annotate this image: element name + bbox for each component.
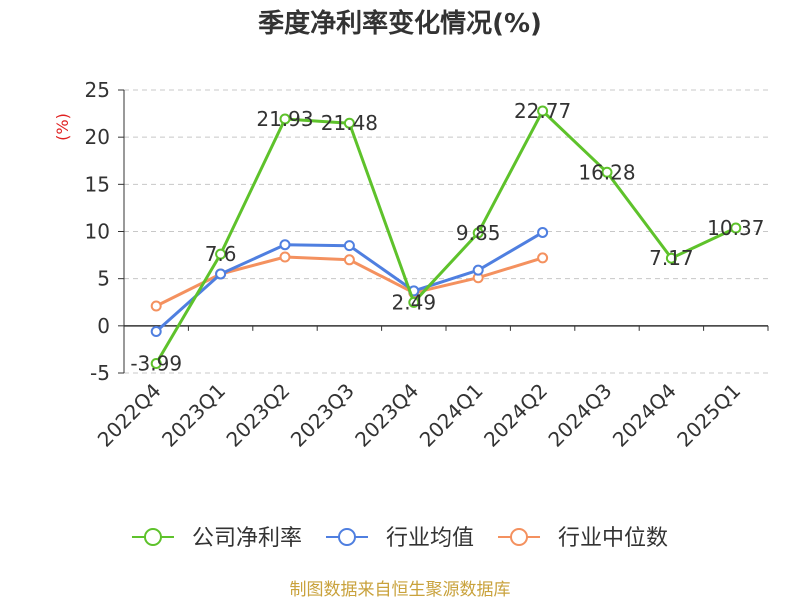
y-tick-label: 25	[85, 78, 110, 102]
data-labels: -3.99 7.6 21.93 21.48 2.49 9.85 22.77 16.28 7.17…	[130, 99, 764, 375]
data-point	[343, 240, 355, 252]
data-label: 10.37	[707, 216, 764, 240]
data-point	[150, 325, 162, 337]
data-label: 22.77	[514, 99, 571, 123]
data-label: 21.48	[321, 111, 378, 135]
data-point	[343, 254, 355, 266]
x-tick-label: 2023Q3	[286, 379, 359, 452]
y-tick-label: 15	[85, 172, 110, 196]
legend-circle-icon	[337, 528, 356, 546]
x-tick-label: 2024Q4	[608, 379, 681, 452]
source-footer: 制图数据来自恒生聚源数据库	[290, 580, 511, 600]
data-point	[537, 105, 549, 117]
y-tick-label: -5	[90, 361, 110, 385]
legend-label: 公司净利率	[192, 526, 302, 551]
legend: 公司净利率 行业均值 行业中位数	[131, 526, 668, 551]
data-point	[279, 113, 291, 125]
x-tick-label: 2024Q1	[415, 379, 488, 452]
series-0	[150, 105, 742, 369]
data-label: 16.28	[578, 160, 635, 184]
legend-item-2[interactable]: 行业中位数	[498, 526, 668, 551]
y-tick-label: 5	[97, 267, 110, 291]
data-point	[537, 252, 549, 264]
x-tick-label: 2023Q1	[157, 379, 230, 452]
data-point	[215, 248, 227, 260]
x-tick-label: 2022Q4	[93, 379, 166, 452]
data-point	[408, 296, 420, 308]
data-point	[665, 252, 677, 264]
x-tick-label: 2024Q3	[543, 379, 616, 452]
data-label: -3.99	[130, 351, 182, 375]
legend-label: 行业均值	[386, 526, 474, 551]
data-label: 7.6	[205, 242, 237, 266]
y-tick-label: 0	[97, 314, 110, 338]
series-layer	[150, 105, 742, 369]
data-point	[150, 300, 162, 312]
chart-title: 季度净利率变化情况(%)	[258, 8, 542, 39]
x-tick-label: 2024Q2	[479, 379, 552, 452]
data-point	[601, 166, 613, 178]
legend-label: 行业中位数	[558, 526, 668, 551]
data-label: 9.85	[456, 221, 501, 245]
y-tick-label: 10	[85, 220, 110, 244]
legend-item-0[interactable]: 公司净利率	[131, 526, 302, 551]
data-label: 2.49	[392, 290, 437, 314]
data-label: 7.17	[649, 246, 694, 270]
series-line	[154, 109, 737, 365]
x-tick-label: 2023Q4	[350, 379, 423, 452]
data-point	[472, 264, 484, 276]
x-tick-label: 2023Q2	[221, 379, 294, 452]
data-point	[472, 227, 484, 239]
data-point	[730, 222, 742, 234]
x-tick-label: 2025Q1	[672, 379, 745, 452]
data-point	[150, 357, 162, 369]
legend-circle-icon	[143, 528, 162, 546]
data-point	[537, 226, 549, 238]
y-axis-label: (%)	[53, 113, 72, 141]
data-point	[215, 268, 227, 280]
legend-circle-icon	[510, 528, 529, 546]
data-point	[343, 117, 355, 129]
data-point	[279, 251, 291, 263]
y-tick-label: 20	[85, 125, 110, 149]
data-label: 21.93	[256, 107, 313, 131]
legend-item-1[interactable]: 行业均值	[325, 526, 474, 551]
data-point	[279, 239, 291, 251]
